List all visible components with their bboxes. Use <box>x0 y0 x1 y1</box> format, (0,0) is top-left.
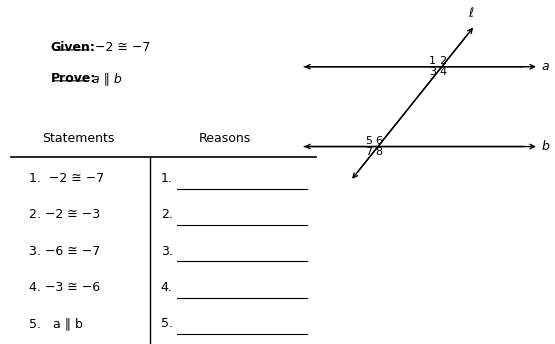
Text: 8: 8 <box>376 147 383 157</box>
Text: Statements: Statements <box>42 132 114 146</box>
Text: 7: 7 <box>365 147 372 157</box>
Text: 4.: 4. <box>161 281 173 294</box>
Text: 5: 5 <box>365 136 372 146</box>
Text: Reasons: Reasons <box>199 132 251 146</box>
Text: −2 ≅ −7: −2 ≅ −7 <box>95 41 150 54</box>
Text: 4. −3 ≅ −6: 4. −3 ≅ −6 <box>29 281 100 294</box>
Text: 5.   a ∥ b: 5. a ∥ b <box>29 317 83 330</box>
Text: 2. −2 ≅ −3: 2. −2 ≅ −3 <box>29 208 100 222</box>
Text: a ∥ b: a ∥ b <box>92 72 122 85</box>
Text: ℓ: ℓ <box>468 7 473 20</box>
Text: 1.  −2 ≅ −7: 1. −2 ≅ −7 <box>29 172 105 185</box>
Text: 3.: 3. <box>161 245 173 258</box>
Text: Prove:: Prove: <box>51 72 96 85</box>
Text: 4: 4 <box>440 67 447 77</box>
Text: Given:: Given: <box>51 41 95 54</box>
Text: 2.: 2. <box>161 208 173 222</box>
Text: 3: 3 <box>429 67 436 77</box>
Text: 5.: 5. <box>161 317 173 330</box>
Text: 1.: 1. <box>161 172 173 185</box>
Text: 3. −6 ≅ −7: 3. −6 ≅ −7 <box>29 245 100 258</box>
Text: 6: 6 <box>376 136 383 146</box>
Text: 2: 2 <box>440 56 447 66</box>
Text: 1: 1 <box>429 56 436 66</box>
Text: a: a <box>541 60 549 73</box>
Text: b: b <box>541 140 549 153</box>
